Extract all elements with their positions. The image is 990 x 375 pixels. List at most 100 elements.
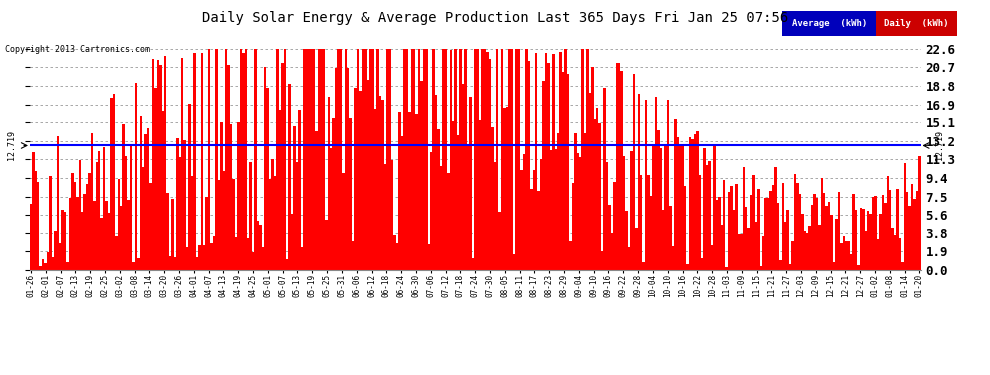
Bar — [388, 49, 391, 270]
Bar — [416, 114, 418, 270]
Bar — [386, 49, 388, 270]
Bar — [408, 112, 411, 270]
Bar — [681, 145, 684, 270]
Bar — [159, 64, 161, 270]
Bar — [120, 206, 123, 270]
Bar — [276, 49, 279, 270]
Bar — [479, 120, 481, 270]
Bar — [306, 49, 308, 270]
Bar — [886, 176, 889, 270]
Bar — [149, 183, 151, 270]
Bar — [731, 186, 733, 270]
Bar — [54, 231, 56, 270]
Bar — [506, 107, 508, 270]
Bar — [440, 166, 443, 270]
Bar — [421, 81, 423, 270]
Bar — [799, 194, 801, 270]
Bar — [318, 49, 320, 270]
Bar — [213, 236, 215, 270]
Bar — [879, 214, 882, 270]
Bar — [381, 100, 384, 270]
Text: Daily  (kWh): Daily (kWh) — [884, 19, 949, 28]
Bar — [859, 208, 862, 270]
Bar — [313, 49, 315, 270]
Bar — [261, 247, 264, 270]
Bar — [105, 201, 108, 270]
Bar — [535, 53, 538, 270]
Bar — [916, 191, 919, 270]
Bar — [544, 53, 547, 270]
Bar — [71, 174, 73, 270]
Bar — [811, 206, 814, 270]
Bar — [115, 236, 118, 270]
Bar — [852, 194, 854, 270]
Bar — [769, 192, 772, 270]
Bar — [559, 52, 562, 270]
Bar — [644, 100, 647, 270]
Bar — [911, 184, 914, 270]
Bar — [891, 228, 894, 270]
Bar — [877, 239, 879, 270]
Bar — [133, 262, 135, 270]
Bar — [706, 165, 708, 270]
Bar — [308, 49, 311, 270]
Bar — [110, 98, 113, 270]
Bar — [476, 49, 479, 270]
Bar — [264, 68, 266, 270]
Bar — [186, 246, 188, 270]
Bar — [230, 124, 233, 270]
Bar — [845, 241, 847, 270]
Bar — [513, 254, 516, 270]
Bar — [894, 235, 896, 270]
Bar — [335, 68, 338, 270]
Bar — [789, 264, 791, 270]
Bar — [704, 148, 706, 270]
Bar — [364, 49, 366, 270]
Bar — [726, 267, 728, 270]
Bar — [438, 129, 440, 270]
Bar — [293, 126, 296, 270]
Bar — [169, 256, 171, 270]
Bar — [396, 243, 398, 270]
Bar — [574, 132, 576, 270]
Bar — [919, 156, 921, 270]
Bar — [569, 241, 571, 270]
Bar — [459, 49, 461, 270]
Bar — [599, 123, 601, 270]
Bar — [772, 185, 774, 270]
Bar — [699, 176, 701, 270]
Bar — [68, 198, 71, 270]
Text: Daily Solar Energy & Average Production Last 365 Days Fri Jan 25 07:56: Daily Solar Energy & Average Production … — [202, 11, 788, 25]
Bar — [474, 49, 476, 270]
Bar — [874, 195, 877, 270]
Bar — [156, 60, 159, 270]
Bar — [543, 81, 545, 270]
Bar — [32, 152, 35, 270]
Bar — [40, 266, 42, 270]
Bar — [130, 146, 133, 270]
Bar — [581, 49, 584, 270]
Bar — [371, 49, 374, 270]
Bar — [557, 133, 559, 270]
Bar — [340, 49, 343, 270]
Bar — [183, 140, 186, 270]
Bar — [225, 49, 228, 270]
Bar — [320, 49, 323, 270]
Bar — [594, 119, 596, 270]
Bar — [801, 214, 804, 270]
Bar — [679, 144, 681, 270]
Bar — [166, 193, 169, 270]
Bar — [821, 178, 823, 270]
Bar — [223, 171, 225, 270]
Bar — [633, 74, 636, 270]
Bar — [589, 93, 591, 270]
Bar — [562, 72, 564, 270]
Bar — [411, 49, 413, 270]
Bar — [452, 122, 454, 270]
Bar — [86, 184, 88, 270]
Bar — [723, 180, 726, 270]
Bar — [613, 182, 616, 270]
Bar — [711, 245, 713, 270]
Bar — [435, 95, 438, 270]
Bar — [496, 49, 498, 270]
